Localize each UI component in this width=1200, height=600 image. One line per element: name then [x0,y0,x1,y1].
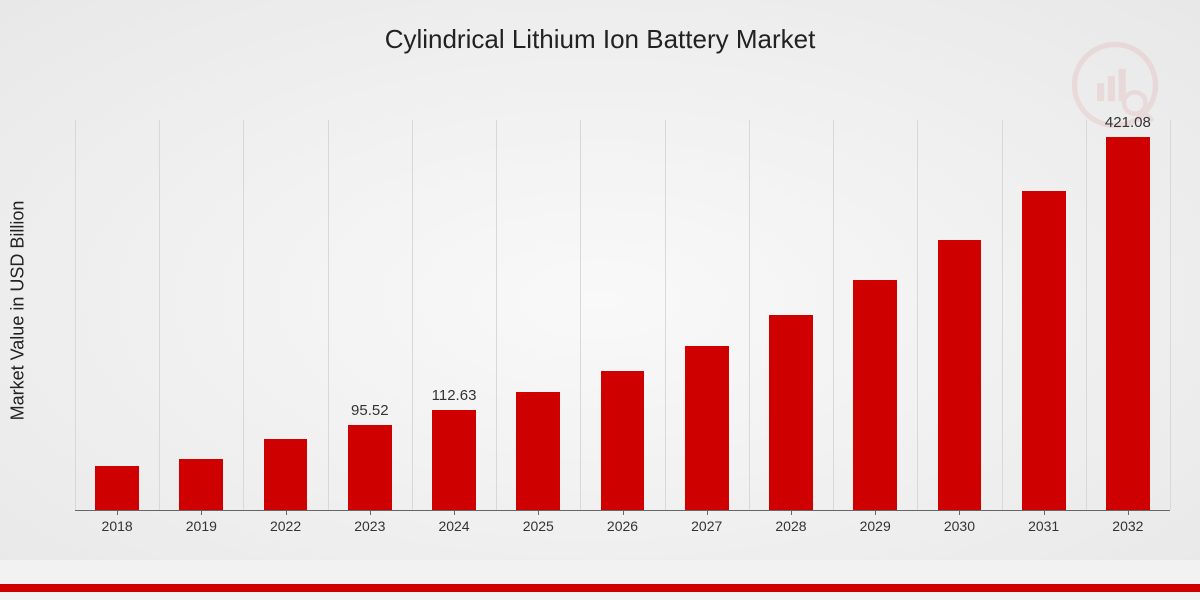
grid-line [159,120,160,510]
bar-value-label: 112.63 [432,387,477,404]
grid-line [665,120,666,510]
xtick-label: 2018 [102,518,133,534]
grid-line [580,120,581,510]
xtick-label: 2019 [186,518,217,534]
grid-line [1002,120,1003,510]
xtick-label: 2024 [438,518,469,534]
xtick-label: 2031 [1028,518,1059,534]
xtick-mark [117,510,118,515]
y-axis-label: Market Value in USD Billion [8,201,29,421]
xtick-label: 2025 [523,518,554,534]
xtick-mark [538,510,539,515]
xtick-mark [1128,510,1129,515]
bar [179,459,223,510]
chart-title: Cylindrical Lithium Ion Battery Market [0,24,1200,55]
grid-line [496,120,497,510]
footer-accent-bar [0,584,1200,592]
xtick-label: 2027 [691,518,722,534]
grid-line [917,120,918,510]
grid-line [75,120,76,510]
xtick-label: 2032 [1112,518,1143,534]
xtick-label: 2028 [775,518,806,534]
xtick-mark [623,510,624,515]
xtick-label: 2030 [944,518,975,534]
xtick-label: 2026 [607,518,638,534]
plot-area: 95.52112.63421.08 [75,120,1170,510]
grid-line [1170,120,1171,510]
grid-line [1086,120,1087,510]
bar [853,280,897,510]
bar-value-label: 421.08 [1105,114,1151,131]
grid-line [833,120,834,510]
bar [348,425,392,510]
xtick-mark [707,510,708,515]
bar [432,410,476,510]
bar [264,439,308,510]
xtick-mark [286,510,287,515]
bar [1106,137,1150,510]
xtick-mark [1044,510,1045,515]
bar [769,315,813,510]
bar-value-label: 95.52 [351,402,389,419]
grid-line [243,120,244,510]
xtick-mark [201,510,202,515]
x-axis: 2018 2019 2022 2023 2024 2025 2026 2027 2028 2029… [75,510,1170,540]
xtick-label: 2029 [860,518,891,534]
bar [516,392,560,510]
grid-line [749,120,750,510]
bar [938,240,982,510]
xtick-label: 2023 [354,518,385,534]
footer-background [0,560,1200,600]
xtick-mark [875,510,876,515]
bar [601,371,645,510]
xtick-mark [454,510,455,515]
xtick-label: 2022 [270,518,301,534]
bar [95,466,139,510]
grid-line [412,120,413,510]
xtick-mark [370,510,371,515]
xtick-mark [959,510,960,515]
bar [685,346,729,510]
grid-line [328,120,329,510]
bar [1022,191,1066,510]
xtick-mark [791,510,792,515]
